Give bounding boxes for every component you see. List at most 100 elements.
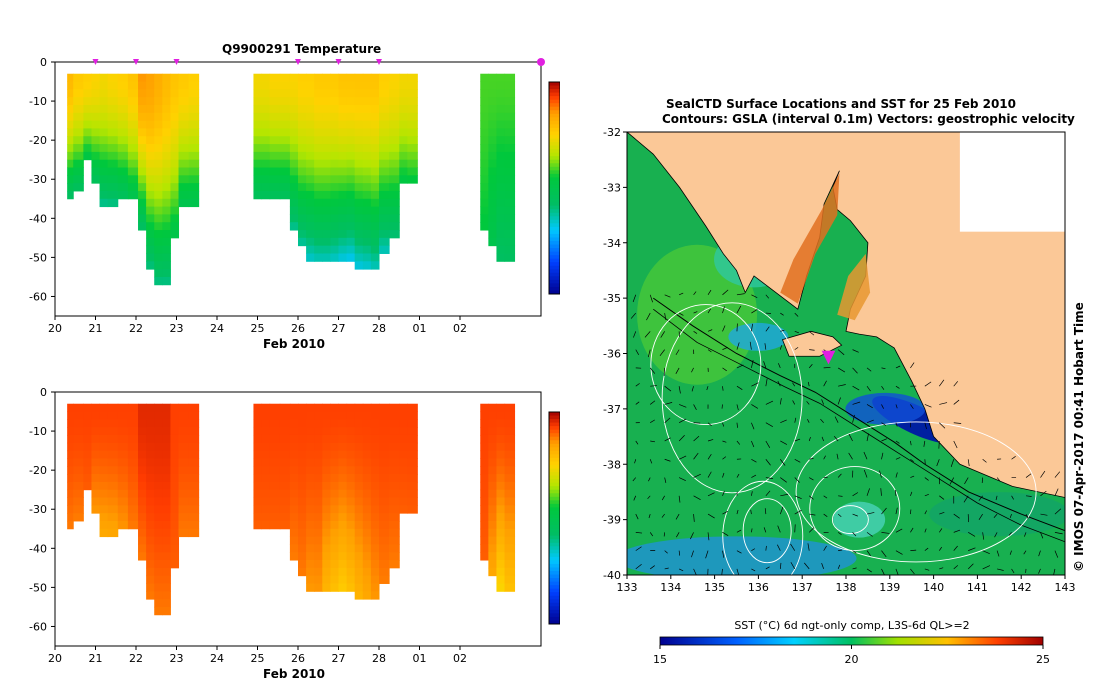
velocity-arrow [646, 312, 651, 321]
x-tick-label: 01 [413, 652, 427, 665]
data-cell [379, 528, 390, 538]
y-tick-label: -30 [29, 173, 47, 186]
data-cell [354, 112, 364, 122]
data-cell [178, 190, 190, 200]
data-cell [127, 120, 139, 129]
data-cell [154, 237, 163, 247]
lon-tick-label: 137 [792, 581, 813, 594]
data-cell [314, 222, 323, 231]
data-cell [67, 466, 74, 475]
velocity-arrow [649, 532, 654, 537]
data-cell [362, 81, 372, 90]
lon-tick-label: 143 [1055, 581, 1076, 594]
data-cell [504, 120, 516, 129]
data-cell [99, 450, 109, 459]
data-cell [289, 112, 299, 122]
data-cell [480, 403, 489, 413]
data-cell [146, 128, 155, 137]
data-cell [338, 89, 348, 98]
data-cell [154, 528, 163, 538]
data-cell [127, 190, 139, 200]
data-cell [117, 159, 129, 169]
data-cell [127, 505, 139, 514]
data-cell [298, 513, 307, 522]
data-cell [261, 175, 271, 184]
data-cell [354, 450, 364, 459]
data-cell [298, 198, 307, 208]
data-cell [306, 214, 315, 223]
data-cell [370, 403, 380, 413]
colorbar-swatch [549, 82, 560, 87]
data-cell [91, 403, 101, 413]
data-cell [370, 591, 380, 600]
data-cell [117, 175, 129, 184]
velocity-arrow [765, 545, 767, 551]
data-cell [379, 237, 390, 247]
data-cell [504, 89, 516, 98]
data-cell [83, 434, 92, 444]
data-cell [253, 159, 263, 169]
colorbar-swatch [549, 609, 560, 614]
data-cell [322, 458, 331, 467]
data-cell [306, 104, 315, 114]
data-cell [504, 175, 516, 184]
data-cell [322, 552, 331, 561]
data-cell [107, 112, 119, 122]
data-cell [107, 513, 119, 522]
velocity-arrow [924, 510, 927, 515]
velocity-arrow [780, 459, 786, 466]
data-cell [289, 474, 299, 483]
data-cell [99, 81, 109, 90]
colorbar-swatch [549, 528, 560, 533]
data-cell [67, 183, 74, 192]
data-cell [289, 183, 299, 192]
lon-tick-label: 136 [748, 581, 769, 594]
data-cell [346, 245, 356, 254]
data-cell [346, 104, 356, 114]
x-tick-label: 25 [251, 652, 265, 665]
data-cell [178, 81, 190, 90]
data-cell [346, 497, 356, 506]
data-cell [178, 73, 190, 83]
data-cell [279, 505, 291, 514]
x-tick-label: 27 [332, 652, 346, 665]
data-cell [314, 206, 323, 215]
data-cell [67, 97, 74, 106]
data-cell [138, 144, 147, 153]
data-cell [127, 474, 139, 483]
data-cell [480, 513, 489, 522]
data-cell [138, 222, 147, 231]
velocity-arrow [751, 440, 755, 448]
data-cell [488, 544, 497, 553]
data-cell [354, 560, 364, 569]
data-cell [346, 222, 356, 231]
data-cell [298, 73, 307, 83]
data-cell [279, 489, 291, 499]
data-cell [306, 81, 315, 90]
data-cell [138, 167, 147, 176]
data-cell [306, 190, 315, 200]
data-cell [496, 419, 506, 428]
data-cell [138, 505, 147, 514]
data-cell [162, 261, 171, 270]
data-cell [488, 183, 497, 192]
data-cell [138, 112, 147, 122]
colorbar-swatch [549, 532, 560, 537]
data-cell [269, 104, 281, 114]
data-cell [138, 151, 147, 161]
data-cell [346, 190, 356, 200]
colorbar-swatch [549, 279, 560, 284]
data-cell [162, 536, 171, 545]
velocity-arrow [722, 456, 727, 460]
colorbar-swatch [549, 230, 560, 235]
data-cell [362, 497, 372, 506]
data-cell [338, 136, 348, 145]
velocity-arrow [939, 495, 945, 500]
velocity-arrow [895, 365, 901, 369]
data-cell [289, 419, 299, 428]
data-cell [399, 466, 408, 475]
velocity-arrow [863, 469, 868, 478]
colorbar-swatch [549, 85, 560, 90]
data-cell [306, 583, 315, 592]
lon-tick-label: 134 [660, 581, 681, 594]
